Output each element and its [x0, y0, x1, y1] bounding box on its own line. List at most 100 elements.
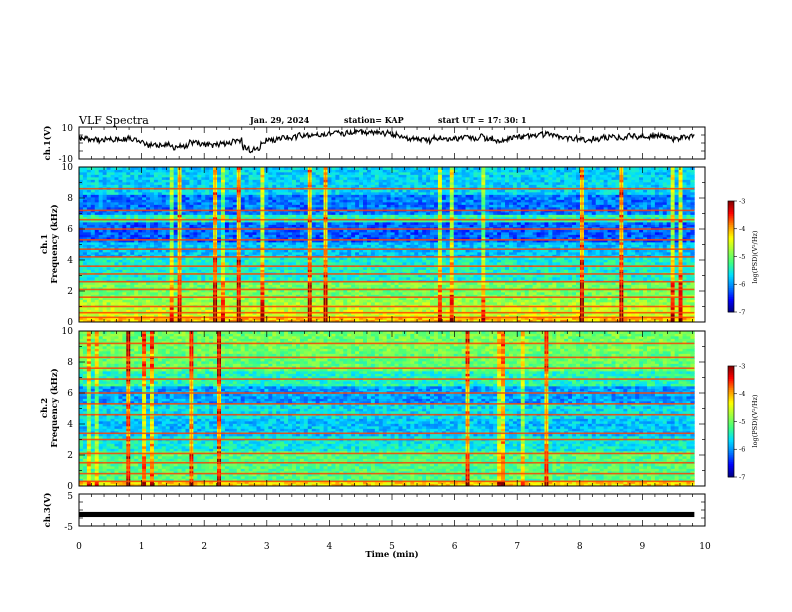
- spectrogram-cell: [107, 180, 111, 183]
- spectrogram-cell: [209, 212, 213, 215]
- spectrogram-cell: [122, 277, 126, 280]
- spectrogram-cell: [138, 307, 142, 310]
- spectrogram-cell: [91, 215, 95, 218]
- spectrogram-cell: [162, 232, 166, 235]
- spectrogram-cell: [217, 190, 221, 193]
- spectrogram-cell: [118, 177, 122, 180]
- spectrogram-cell: [221, 267, 225, 270]
- spectrogram-cell: [107, 242, 111, 245]
- spectrogram-cell: [205, 195, 209, 198]
- spectrogram-cell: [87, 195, 91, 198]
- spectrogram-cell: [142, 170, 146, 173]
- spectrogram-cell: [186, 197, 190, 200]
- spectrogram-cell: [99, 252, 103, 255]
- spectrogram-cell: [146, 175, 150, 178]
- spectrogram-cell: [170, 205, 174, 208]
- spectrogram-cell: [162, 267, 166, 270]
- spectrogram-cell: [209, 207, 213, 210]
- spectrogram-cell: [209, 177, 213, 180]
- spectrogram-cell: [166, 205, 170, 208]
- spectrogram-cell: [91, 185, 95, 188]
- spectrogram-cell: [83, 235, 87, 238]
- spectrogram-cell: [162, 225, 166, 228]
- spectrogram-cell: [150, 292, 154, 295]
- spectrogram-cell: [217, 205, 221, 208]
- spectrogram-cell: [87, 190, 91, 193]
- spectrogram-cell: [126, 222, 130, 225]
- spectrogram-cell: [209, 242, 213, 245]
- spectrogram-cell: [193, 185, 197, 188]
- spectrogram-cell: [103, 270, 107, 273]
- spectrogram-cell: [154, 252, 158, 255]
- spectrogram-cell: [138, 205, 142, 208]
- spectrogram-cell: [154, 285, 158, 288]
- spectrogram-cell: [99, 172, 103, 175]
- spectrogram-cell: [118, 252, 122, 255]
- spectrogram-cell: [126, 277, 130, 280]
- spectrogram-cell: [103, 300, 107, 303]
- spectrogram-cell: [217, 235, 221, 238]
- spectrogram-cell: [122, 197, 126, 200]
- spectrogram-cell: [122, 260, 126, 263]
- spectrogram-cell: [150, 202, 154, 205]
- spectrogram-cell: [205, 252, 209, 255]
- spectrogram-cell: [107, 230, 111, 233]
- spectrogram-cell: [193, 267, 197, 270]
- spectrogram-cell: [107, 292, 111, 295]
- spectrogram-cell: [126, 302, 130, 305]
- spectrogram-cell: [118, 285, 122, 288]
- spectrogram-cell: [134, 302, 138, 305]
- spectrogram-cell: [186, 175, 190, 178]
- spectrogram-cell: [186, 225, 190, 228]
- spectrogram-cell: [201, 170, 205, 173]
- spectrogram-cell: [99, 307, 103, 310]
- spectrogram-cell: [154, 235, 158, 238]
- spectrogram-cell: [138, 225, 142, 228]
- spectrogram-cell: [182, 192, 186, 195]
- spectrogram-cell: [221, 202, 225, 205]
- spectrogram-cell: [186, 302, 190, 305]
- spectrogram-cell: [126, 270, 130, 273]
- spectrogram-cell: [209, 215, 213, 218]
- spectrogram-cell: [209, 200, 213, 203]
- spectrogram-cell: [146, 200, 150, 203]
- spectrogram-cell: [162, 197, 166, 200]
- spectrogram-cell: [134, 192, 138, 195]
- spectrogram-cell: [174, 200, 178, 203]
- spectrogram-cell: [126, 177, 130, 180]
- spectrogram-cell: [162, 300, 166, 303]
- spectrogram-cell: [150, 275, 154, 278]
- spectrogram-cell: [158, 285, 162, 288]
- spectrogram-cell: [87, 225, 91, 228]
- spectrogram-cell: [170, 185, 174, 188]
- spectrogram-cell: [170, 175, 174, 178]
- spectrogram-cell: [150, 277, 154, 280]
- spectrogram-cell: [130, 197, 134, 200]
- spectrogram-cell: [162, 262, 166, 265]
- spectrogram-cell: [209, 202, 213, 205]
- spectrogram-cell: [174, 185, 178, 188]
- spectrogram-cell: [146, 235, 150, 238]
- spectrogram-cell: [95, 212, 99, 215]
- spectrogram-cell: [126, 170, 130, 173]
- spectrogram-cell: [174, 270, 178, 273]
- spectrogram-cell: [146, 262, 150, 265]
- spectrogram-cell: [162, 270, 166, 273]
- spectrogram-cell: [154, 215, 158, 218]
- spectrogram-cell: [209, 172, 213, 175]
- spectrogram-cell: [217, 270, 221, 273]
- spectrogram-cell: [158, 292, 162, 295]
- spectrogram-cell: [130, 285, 134, 288]
- spectrogram-cell: [134, 292, 138, 295]
- spectrogram-cell: [111, 262, 115, 265]
- spectrogram-cell: [158, 230, 162, 233]
- spectrogram-cell: [193, 252, 197, 255]
- spectrogram-cell: [126, 245, 130, 248]
- spectrogram-cell: [193, 277, 197, 280]
- spectrogram-cell: [205, 207, 209, 210]
- spectrogram-cell: [154, 207, 158, 210]
- spectrogram-cell: [197, 177, 201, 180]
- spectrogram-cell: [122, 190, 126, 193]
- spectrogram-cell: [166, 267, 170, 270]
- spectrogram-cell: [186, 275, 190, 278]
